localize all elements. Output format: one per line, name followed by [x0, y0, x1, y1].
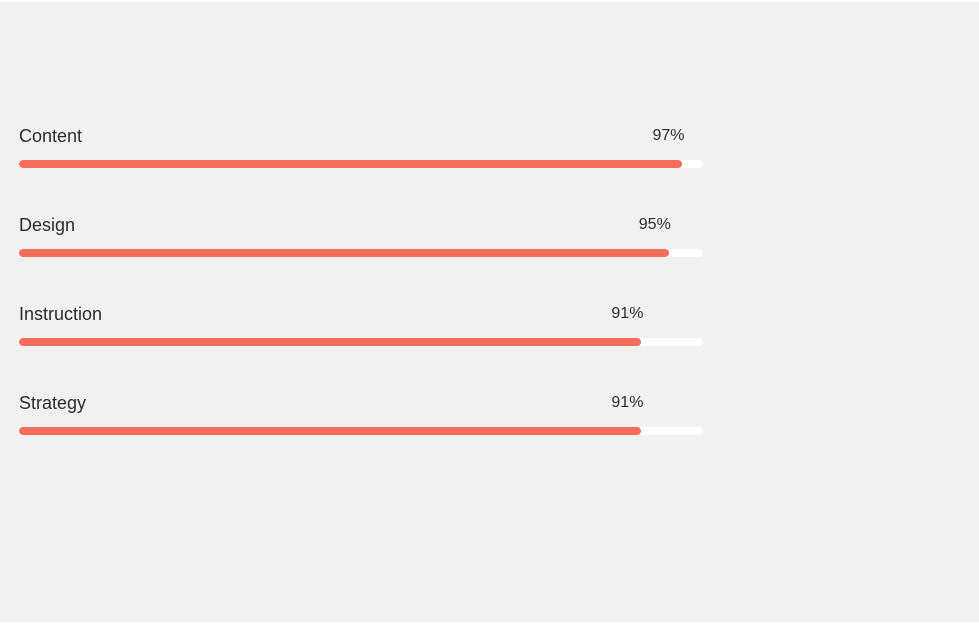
skill-item-design: Design 95%: [19, 214, 703, 303]
progress-track: [19, 427, 703, 435]
skill-label: Instruction: [19, 304, 103, 324]
progress-track: [19, 160, 703, 168]
skill-percent: 91%: [611, 305, 644, 322]
progress-track: [19, 338, 703, 346]
skill-label: Content: [19, 126, 83, 146]
skill-percent: 95%: [638, 216, 671, 233]
skill-bars-list: Content 97% Design 95% Instruction 91% S…: [19, 125, 703, 481]
progress-fill: [19, 160, 683, 168]
skill-item-instruction: Instruction 91%: [19, 303, 703, 392]
progress-fill: [19, 338, 642, 346]
progress-fill: [19, 249, 669, 257]
progress-fill: [19, 427, 642, 435]
skill-label: Design: [19, 215, 76, 235]
skill-percent: 97%: [652, 127, 685, 144]
skill-item-content: Content 97%: [19, 125, 703, 214]
skill-item-strategy: Strategy 91%: [19, 392, 703, 481]
skill-label: Strategy: [19, 393, 87, 413]
progress-track: [19, 249, 703, 257]
skill-percent: 91%: [611, 394, 644, 411]
